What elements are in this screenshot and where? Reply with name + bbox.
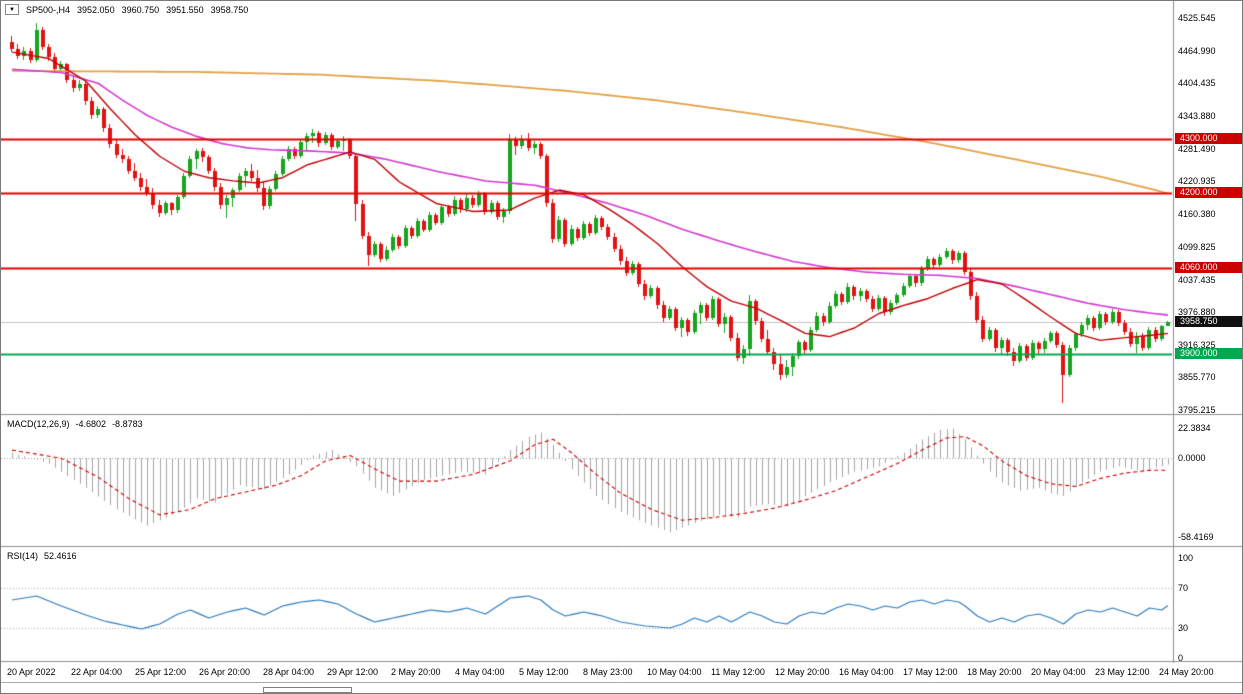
time-axis-label: 16 May 04:00	[839, 667, 894, 677]
time-axis-label: 29 Apr 12:00	[327, 667, 379, 677]
time-axis-label: 18 May 20:00	[967, 667, 1022, 677]
time-axis-label: 26 Apr 20:00	[199, 667, 251, 677]
time-axis-label: 25 Apr 12:00	[135, 667, 187, 677]
time-axis-label: 24 May 20:00	[1159, 667, 1214, 677]
macd-indicator-header: MACD(12,26,9) -4.6802 -8.8783	[7, 419, 143, 429]
ohlc-open-value: 3952.050	[77, 4, 115, 15]
macd-label: MACD(12,26,9)	[7, 419, 70, 429]
horizontal-scrollbar[interactable]	[1, 683, 1242, 693]
time-axis-label: 28 Apr 04:00	[263, 667, 315, 677]
time-axis-label: 20 May 04:00	[1031, 667, 1086, 677]
ohlc-low-value: 3951.550	[166, 4, 204, 15]
scrollbar-thumb[interactable]	[263, 687, 352, 693]
macd-main-value: -4.6802	[75, 419, 107, 429]
ohlc-high-value: 3960.750	[121, 4, 160, 15]
symbol-ohlc-header: ▼ SP500-,H4 3952.050 3960.750 3951.550 3…	[5, 4, 248, 15]
rsi-label: RSI(14)	[7, 551, 39, 561]
time-axis-label: 20 Apr 2022	[7, 667, 56, 677]
time-axis-label: 2 May 20:00	[391, 667, 441, 677]
time-axis[interactable]: 20 Apr 2022 22 Apr 04:00 25 Apr 12:00 26 Ap…	[1, 663, 1242, 682]
time-axis-label: 4 May 04:00	[455, 667, 505, 677]
time-axis-label: 22 Apr 04:00	[71, 667, 123, 677]
time-axis-label: 10 May 04:00	[647, 667, 702, 677]
ohlc-close-value: 3958.750	[210, 4, 249, 15]
symbol-period-label: SP500-,H4	[26, 4, 71, 15]
time-axis-label: 5 May 12:00	[519, 667, 569, 677]
time-axis-label: 11 May 12:00	[711, 667, 765, 677]
macd-signal-value: -8.8783	[112, 419, 143, 429]
collapse-triangle-icon[interactable]: ▼	[5, 4, 19, 15]
time-axis-label: 12 May 20:00	[775, 667, 830, 677]
time-axis-label: 17 May 12:00	[903, 667, 958, 677]
time-axis-label: 8 May 23:00	[583, 667, 633, 677]
time-axis-label: 23 May 12:00	[1095, 667, 1150, 677]
rsi-value: 52.4616	[44, 551, 77, 561]
rsi-indicator-header: RSI(14) 52.4616	[7, 551, 77, 561]
